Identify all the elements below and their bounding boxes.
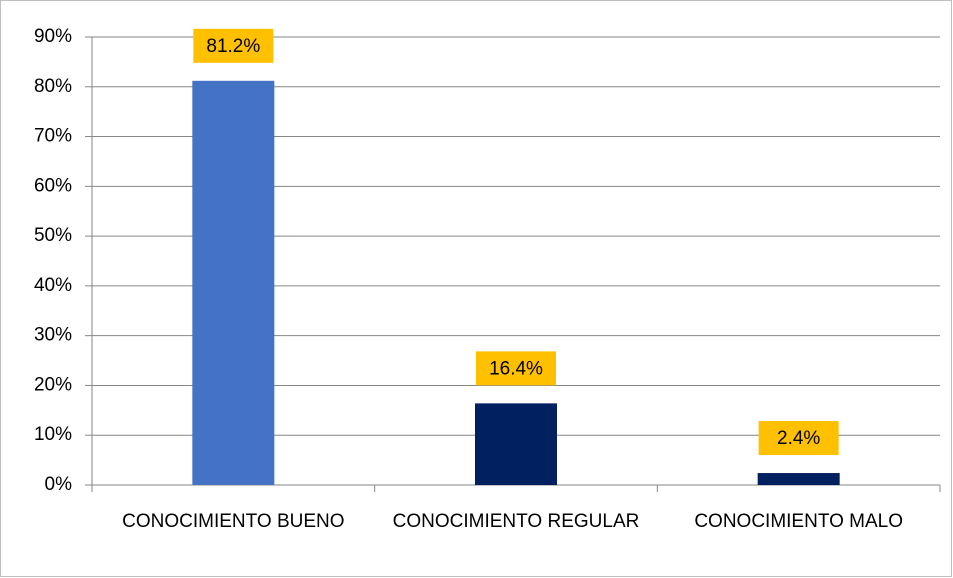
y-tick-label: 60% (34, 175, 72, 196)
y-tick-label: 0% (45, 474, 73, 495)
y-tick-label: 90% (34, 26, 72, 47)
bar (757, 473, 840, 485)
data-label-box (476, 351, 556, 386)
data-label-box (758, 421, 839, 456)
y-tick-label: 20% (34, 374, 72, 395)
x-tick-label: CONOCIMIENTO REGULAR (393, 511, 640, 532)
bar (475, 403, 557, 485)
y-tick-label: 40% (34, 275, 72, 296)
y-tick-label: 10% (34, 424, 72, 445)
x-tick-label: CONOCIMIENTO MALO (694, 511, 903, 532)
data-label: 81.2% (206, 36, 260, 57)
bar (192, 80, 275, 485)
y-tick-label: 50% (34, 225, 72, 246)
data-label-box (193, 28, 274, 63)
data-label: 16.4% (489, 358, 543, 379)
data-label: 2.4% (777, 428, 820, 449)
x-tick-label: CONOCIMIENTO BUENO (122, 511, 344, 532)
y-tick-label: 80% (34, 76, 72, 97)
y-tick-label: 30% (34, 325, 72, 346)
y-tick-label: 70% (34, 126, 72, 147)
